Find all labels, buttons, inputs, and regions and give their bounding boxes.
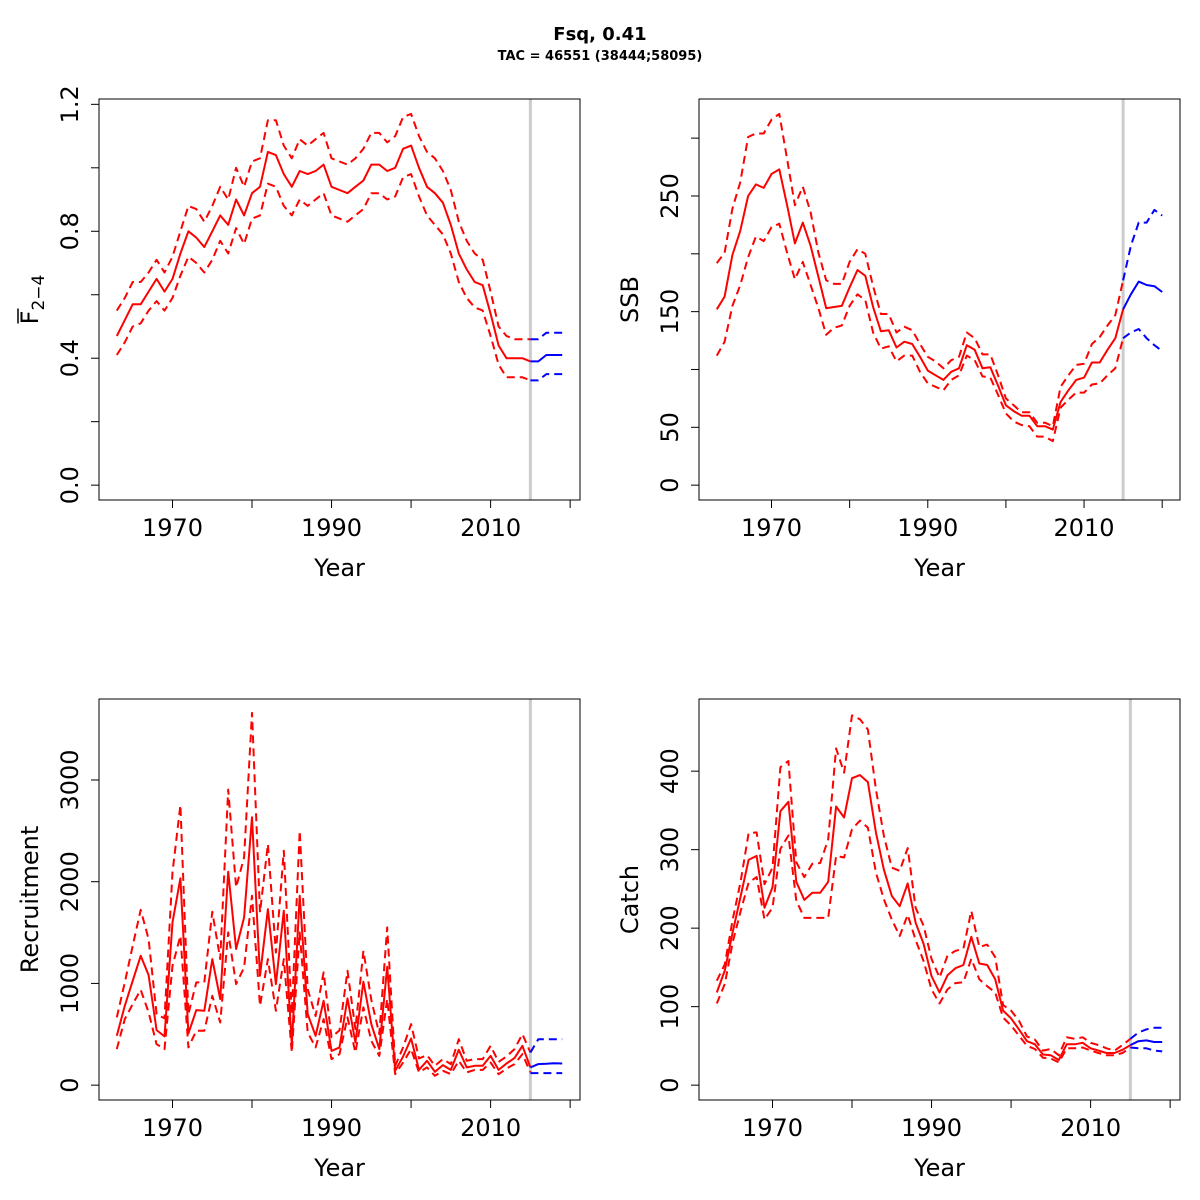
forecast-lower-ci-line xyxy=(530,373,563,382)
x-tick-label: 1990 xyxy=(901,1114,962,1142)
y-tick-label: 0.8 xyxy=(56,212,84,250)
x-tick-label: 1990 xyxy=(301,514,362,542)
y-tick-label: 150 xyxy=(656,289,684,335)
y-tick-label: 1.2 xyxy=(56,85,84,123)
x-axis-label: Year xyxy=(913,554,965,582)
y-axis-label-text: Recruitment xyxy=(16,826,44,973)
history-median-line xyxy=(115,144,531,363)
x-axis-label: Year xyxy=(913,1154,965,1182)
forecast-upper-ci-line xyxy=(1129,1026,1163,1040)
history-lower-ci-line xyxy=(115,894,532,1077)
y-axis-label-subscript: 2−4 xyxy=(29,275,49,311)
forecast-lower-ci-line xyxy=(1130,1046,1163,1053)
history-lower-ci-line xyxy=(715,222,1125,443)
x-tick-label: 1990 xyxy=(897,514,958,542)
y-tick-label: 250 xyxy=(656,173,684,219)
y-axis-label-text: SSB xyxy=(616,276,644,323)
panel-ssb: 1970 1990 2010 Year 0 50 150 250 SSB xyxy=(616,98,1181,582)
x-tick-label: 1970 xyxy=(742,1114,803,1142)
y-axis-label-text: F xyxy=(16,311,44,325)
history-upper-ci-line xyxy=(715,714,1132,1057)
forecast-median-line xyxy=(1129,1039,1163,1046)
y-tick-label: 200 xyxy=(656,905,684,951)
forecast-upper-ci-line xyxy=(530,331,563,341)
y-axis-label: SSB xyxy=(616,276,644,323)
history-upper-ci-line xyxy=(715,112,1125,428)
x-axis-label: Year xyxy=(313,554,365,582)
history-lower-ci-line xyxy=(715,819,1131,1064)
y-tick-label: 0 xyxy=(56,1078,84,1093)
x-tick-label: 2010 xyxy=(1060,1114,1121,1142)
forecast-lower-ci-line xyxy=(1122,328,1163,352)
forecast-median-line xyxy=(530,1062,563,1069)
x-tick-label: 1990 xyxy=(301,1114,362,1142)
y-tick-label: 0.4 xyxy=(56,339,84,377)
plot-frame xyxy=(698,98,1181,501)
y-tick-label: 3000 xyxy=(56,749,84,810)
history-median-line xyxy=(115,816,532,1073)
x-tick-label: 1970 xyxy=(741,514,802,542)
history-median-line xyxy=(715,774,1131,1061)
y-tick-label: 100 xyxy=(656,984,684,1030)
y-axis-label: Recruitment xyxy=(16,826,44,973)
y-tick-label: 0 xyxy=(656,478,684,493)
x-tick-label: 2010 xyxy=(460,1114,521,1142)
forecast-median-line xyxy=(530,354,563,363)
y-tick-label: 300 xyxy=(656,827,684,873)
y-tick-label: 1000 xyxy=(56,953,84,1014)
panel-recruitment: 1970 1990 2010 Year 0 1000 2000 3000 Recruitment xyxy=(16,698,581,1182)
forecast-median-line xyxy=(1122,280,1163,310)
history-median-line xyxy=(715,168,1125,431)
x-tick-label: 1970 xyxy=(142,1114,203,1142)
y-axis-label: Catch xyxy=(616,865,644,934)
plot-frame xyxy=(698,698,1181,1101)
y-tick-label: 0.0 xyxy=(56,466,84,504)
x-axis-label: Year xyxy=(313,1154,365,1182)
y-tick-label: 50 xyxy=(656,412,684,443)
x-tick-label: 1970 xyxy=(142,514,203,542)
forecast-upper-ci-line xyxy=(529,1038,563,1054)
figure-subtitle: TAC = 46551 (38444;58095) xyxy=(498,49,703,64)
history-upper-ci-line xyxy=(115,711,532,1067)
y-tick-label: 0 xyxy=(656,1078,684,1093)
panel-f-bar: 1970 1990 2010 Year 0.0 0.4 0.8 1.2 F2−4 xyxy=(16,85,581,582)
y-tick-label: 400 xyxy=(656,748,684,794)
figure-title: Fsq, 0.41 xyxy=(553,24,646,45)
history-lower-ci-line xyxy=(115,173,531,382)
y-axis-label: F2−4 xyxy=(16,275,49,325)
x-tick-label: 2010 xyxy=(460,514,521,542)
y-axis-label-text: Catch xyxy=(616,865,644,934)
history-upper-ci-line xyxy=(115,112,531,341)
forecast-upper-ci-line xyxy=(1122,208,1163,281)
y-tick-label: 2000 xyxy=(56,851,84,912)
panel-catch: 1970 1990 2010 Year 0 100 200 300 400 Catch xyxy=(616,698,1181,1182)
x-tick-label: 2010 xyxy=(1054,514,1115,542)
